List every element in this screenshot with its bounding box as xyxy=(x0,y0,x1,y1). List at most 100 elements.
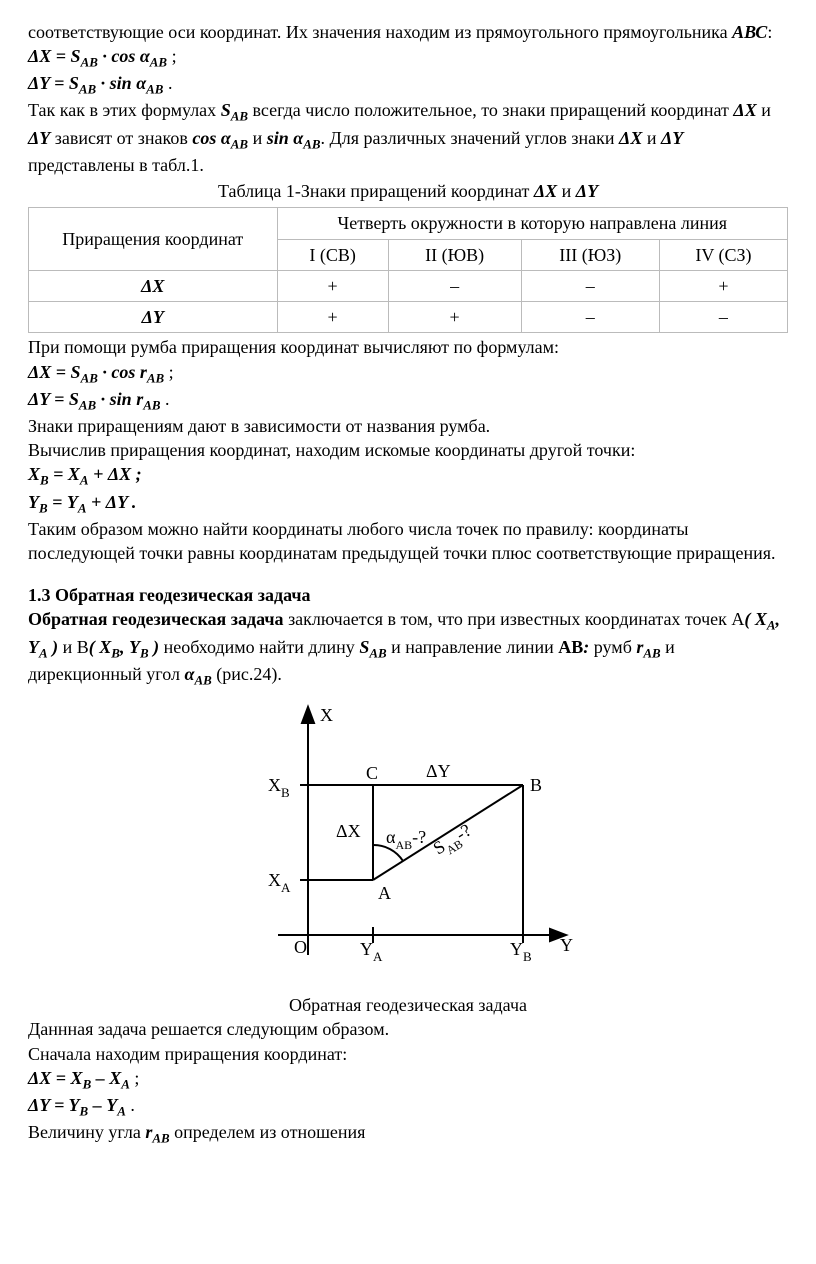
sub: АВ xyxy=(146,82,163,97)
pt: А xyxy=(731,609,744,629)
text: · cos α xyxy=(98,46,150,66)
text: всегда число положительное, то знаки при… xyxy=(248,100,733,120)
table-cell: – xyxy=(659,302,787,333)
table-row: Приращения координат Четверть окружности… xyxy=(29,208,788,239)
svg-text:YB: YB xyxy=(510,939,532,964)
var: ΔY xyxy=(576,181,598,201)
sub: B xyxy=(281,785,290,800)
var: ΔХ xyxy=(534,181,557,201)
table-header: Приращения координат xyxy=(29,208,278,271)
table-cell: + xyxy=(277,302,388,333)
paragraph: Обратная геодезическая задача заключаетс… xyxy=(28,607,788,688)
sub: A xyxy=(281,880,291,895)
equation-dy-alpha: ΔY = SАВ · sin αАВ . xyxy=(28,71,788,98)
table-cell: – xyxy=(521,270,659,301)
table-cell: + xyxy=(659,270,787,301)
sub: В xyxy=(40,473,49,488)
table-header: IV (СЗ) xyxy=(659,239,787,270)
svg-text:SAB-?: SAB-? xyxy=(430,820,478,863)
text: и xyxy=(58,637,77,657)
text: и направление линии xyxy=(387,637,559,657)
sub: АВ xyxy=(303,136,320,151)
pt-c: C xyxy=(366,763,378,783)
table-cell: – xyxy=(388,270,521,301)
sub: А xyxy=(78,500,87,515)
text: зависят от знаков xyxy=(50,128,192,148)
figure-caption: Обратная геодезическая задача xyxy=(28,993,788,1017)
yb-label: Y xyxy=(510,939,523,959)
var: S xyxy=(221,100,231,120)
sub: А xyxy=(39,645,48,660)
equation-dy-r: ΔY = SАВ · sin rАВ . xyxy=(28,387,788,414)
paragraph: Знаки приращениям дают в зависимости от … xyxy=(28,414,788,438)
svg-text:YA: YA xyxy=(360,939,383,964)
text: ; xyxy=(130,1068,140,1088)
text: · sin α xyxy=(96,73,146,93)
sub: АВ xyxy=(194,672,211,687)
table-header: II (ЮВ) xyxy=(388,239,521,270)
pt-b: B xyxy=(530,775,542,795)
text: и xyxy=(642,128,661,148)
var: α xyxy=(184,664,194,684)
axis-x-label: X xyxy=(320,705,333,725)
table-header: III (ЮЗ) xyxy=(521,239,659,270)
text: румб xyxy=(589,637,636,657)
text: ΔY = S xyxy=(28,389,79,409)
text: Х xyxy=(28,464,40,484)
sub: В xyxy=(39,500,48,515)
section-heading: 1.3 Обратная геодезическая задача xyxy=(28,583,788,607)
xa-label: X xyxy=(268,870,281,890)
table-row: ΔY + + – – xyxy=(29,302,788,333)
text: и xyxy=(557,181,576,201)
sub: А xyxy=(80,473,89,488)
table-header: I (СВ) xyxy=(277,239,388,270)
text: Y xyxy=(28,492,39,512)
paragraph: Даннная задача решается следующим образо… xyxy=(28,1017,788,1041)
text: . xyxy=(160,389,169,409)
var: cos α xyxy=(192,128,230,148)
text: ΔХ = S xyxy=(28,46,81,66)
text: · cos r xyxy=(98,362,147,382)
text: . Для различных значений углов знаки xyxy=(320,128,619,148)
sub: АВ xyxy=(369,645,386,660)
text: + ΔХ ; xyxy=(89,464,142,484)
var: ΔХ xyxy=(619,128,642,148)
sub: В xyxy=(140,645,149,660)
equation-yb: YВ = YА + ΔY . xyxy=(28,490,788,517)
sub: АВ xyxy=(81,55,98,70)
sub: А xyxy=(117,1104,126,1119)
text: ΔY = S xyxy=(28,73,79,93)
pt: В xyxy=(77,637,89,657)
var: S xyxy=(359,637,369,657)
text: представлены в табл.1. xyxy=(28,155,204,175)
dy-label: ΔY xyxy=(426,761,451,781)
text: ; xyxy=(167,46,177,66)
text: = Х xyxy=(49,464,80,484)
table-row: ΔХ + – – + xyxy=(29,270,788,301)
table-header: Четверть окружности в которую направлена… xyxy=(277,208,787,239)
equation-xb: ХВ = ХА + ΔХ ; xyxy=(28,462,788,489)
sub: В xyxy=(111,645,120,660)
paragraph: Вычислив приращения координат, находим и… xyxy=(28,438,788,462)
paragraph: Величину угла rАВ определем из отношения xyxy=(28,1120,788,1147)
text: ) xyxy=(48,637,59,657)
text: + ΔY . xyxy=(87,492,137,512)
text: (рис.24). xyxy=(212,664,282,684)
svg-text:XB: XB xyxy=(268,775,290,800)
text: необходимо найти длину xyxy=(159,637,359,657)
svg-text:αAB-?: αAB-? xyxy=(386,827,426,852)
text: ΔY = Y xyxy=(28,1095,80,1115)
equation-dx2: ΔХ = ХВ – ХА ; xyxy=(28,1066,788,1093)
table-rowlabel: ΔY xyxy=(29,302,278,333)
text: ( Х xyxy=(89,637,112,657)
pt-a: A xyxy=(378,883,391,903)
table-rowlabel: ΔХ xyxy=(29,270,278,301)
sub: АВ xyxy=(79,397,96,412)
text: ; xyxy=(164,362,174,382)
var: ΔY xyxy=(28,128,50,148)
text: Таблица 1-Знаки приращений координат xyxy=(218,181,534,201)
geodesy-diagram: X Y O XB XA YA YB C A B ΔX ΔY αAB-? SAB-… xyxy=(238,695,578,985)
q: -? xyxy=(412,827,426,847)
svg-text:XA: XA xyxy=(268,870,291,895)
table-caption: Таблица 1-Знаки приращений координат ΔХ … xyxy=(28,179,788,203)
